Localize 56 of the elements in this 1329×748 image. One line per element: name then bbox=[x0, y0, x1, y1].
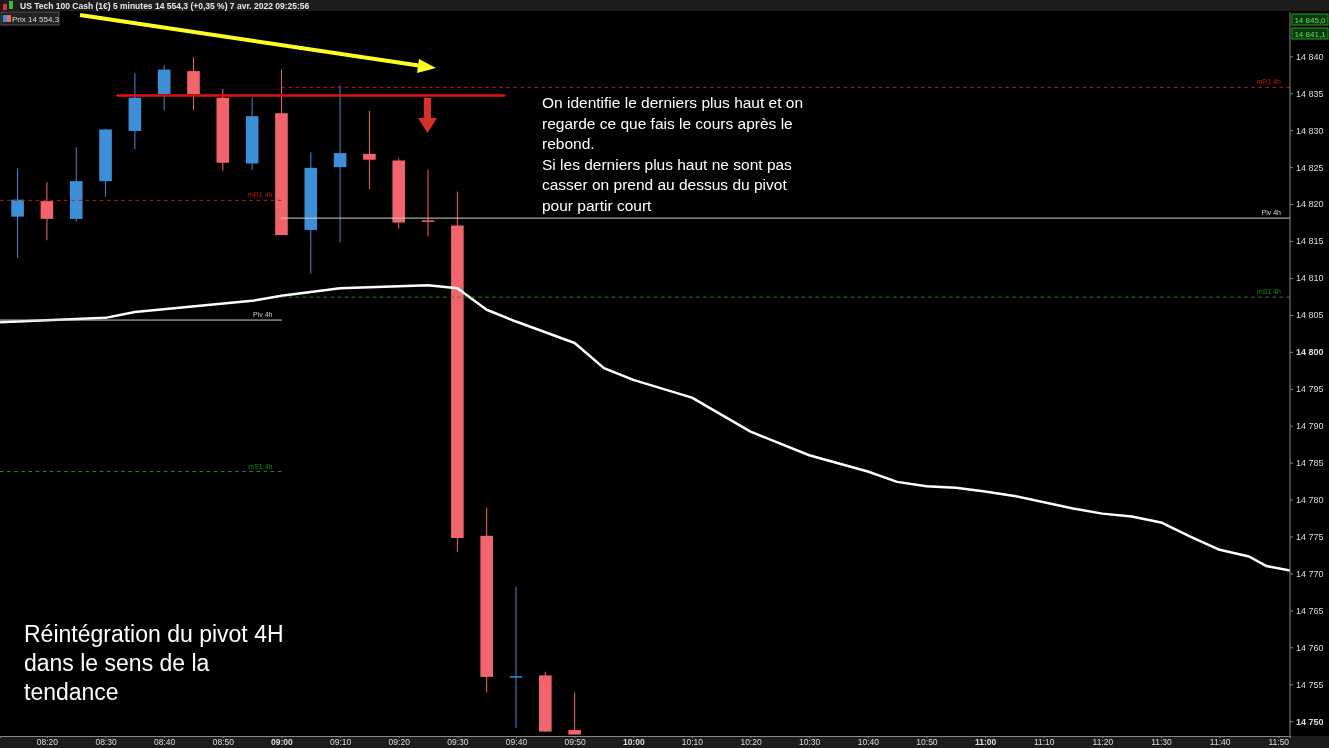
y-tick-label: 14 815 bbox=[1296, 236, 1324, 247]
x-tick-label: 11:00 bbox=[974, 736, 997, 747]
y-tick-label: 14 775 bbox=[1296, 531, 1324, 542]
candlestick bbox=[509, 586, 523, 729]
candlestick bbox=[363, 110, 376, 190]
candlestick bbox=[40, 181, 54, 241]
x-tick-label: 09:40 bbox=[505, 736, 528, 747]
annotation: On identifie le derniers plus haut et on regarde ce que fais le cours après le rebond. Si les derniers plus haut ne sont pas casser on prend au dessus du pivot pour partir court bbox=[542, 94, 804, 214]
y-tick-label: 14 835 bbox=[1296, 88, 1324, 99]
y-tick-label: 14 800 bbox=[1296, 347, 1324, 358]
y-tick-label: 14 770 bbox=[1296, 568, 1324, 579]
y-tick-label: 14 830 bbox=[1296, 125, 1324, 136]
x-tick-label: 11:50 bbox=[1268, 736, 1290, 747]
candlestick bbox=[187, 56, 200, 111]
y-tick-label: 14 810 bbox=[1296, 273, 1324, 284]
y-tick-label: 14 840 bbox=[1296, 51, 1324, 62]
y-tick-label: 14 805 bbox=[1296, 310, 1324, 321]
y-tick-label: 14 750 bbox=[1296, 716, 1324, 727]
y-tick-label: 14 825 bbox=[1296, 162, 1324, 173]
x-tick-label: 10:00 bbox=[622, 736, 645, 747]
annotation: Prix 14 554,3 bbox=[12, 15, 60, 24]
y-tick-label: 14 765 bbox=[1296, 605, 1324, 616]
x-tick-label: 11:20 bbox=[1092, 736, 1114, 747]
line-series bbox=[0, 284, 1290, 572]
candlestick bbox=[333, 84, 347, 243]
y-tick-label: 14 760 bbox=[1296, 642, 1324, 653]
candlestick bbox=[568, 691, 581, 736]
x-tick-label: 08:50 bbox=[212, 736, 235, 747]
x-tick-label: 09:50 bbox=[564, 736, 587, 747]
x-tick-label: 10:30 bbox=[799, 736, 821, 747]
candlestick bbox=[11, 168, 24, 259]
x-tick-label: 11:10 bbox=[1033, 736, 1055, 747]
x-tick-label: 11:30 bbox=[1151, 736, 1173, 747]
x-tick-label: 10:40 bbox=[857, 736, 880, 747]
x-tick-label: 08:30 bbox=[95, 736, 117, 747]
text: 14 841,1 bbox=[1294, 29, 1327, 39]
x-tick-label: 09:20 bbox=[388, 736, 411, 747]
y-tick-label: 14 780 bbox=[1296, 494, 1324, 505]
candlestick bbox=[421, 168, 435, 238]
x-tick-label: 09:00 bbox=[271, 736, 294, 747]
x-tick-label: 11:40 bbox=[1209, 736, 1231, 747]
y-tick-label: 14 795 bbox=[1296, 384, 1324, 395]
x-tick-label: 08:40 bbox=[154, 736, 176, 747]
x-tick-label: 10:10 bbox=[681, 736, 704, 747]
x-tick-label: 10:20 bbox=[740, 736, 762, 747]
y-tick-label: 14 755 bbox=[1296, 679, 1324, 690]
x-tick-label: 09:30 bbox=[447, 736, 469, 747]
x-tick-label: 10:50 bbox=[916, 736, 938, 747]
x-tick-label: 08:20 bbox=[36, 736, 59, 747]
x-tick-label: 09:10 bbox=[329, 736, 352, 747]
y-tick-label: 14 790 bbox=[1296, 421, 1324, 432]
chart-title: US Tech 100 Cash (1€) 5 minutes 14 554,3 (+0,35 %) 7 avr. 2022 09:25:56 bbox=[20, 0, 310, 11]
y-tick-label: 14 820 bbox=[1296, 199, 1324, 210]
y-tick-label: 14 785 bbox=[1296, 458, 1324, 469]
annotation: Réintégration du pivot 4H dans le sens de la tendance bbox=[24, 621, 284, 705]
text: 14 845,0 bbox=[1294, 15, 1327, 25]
